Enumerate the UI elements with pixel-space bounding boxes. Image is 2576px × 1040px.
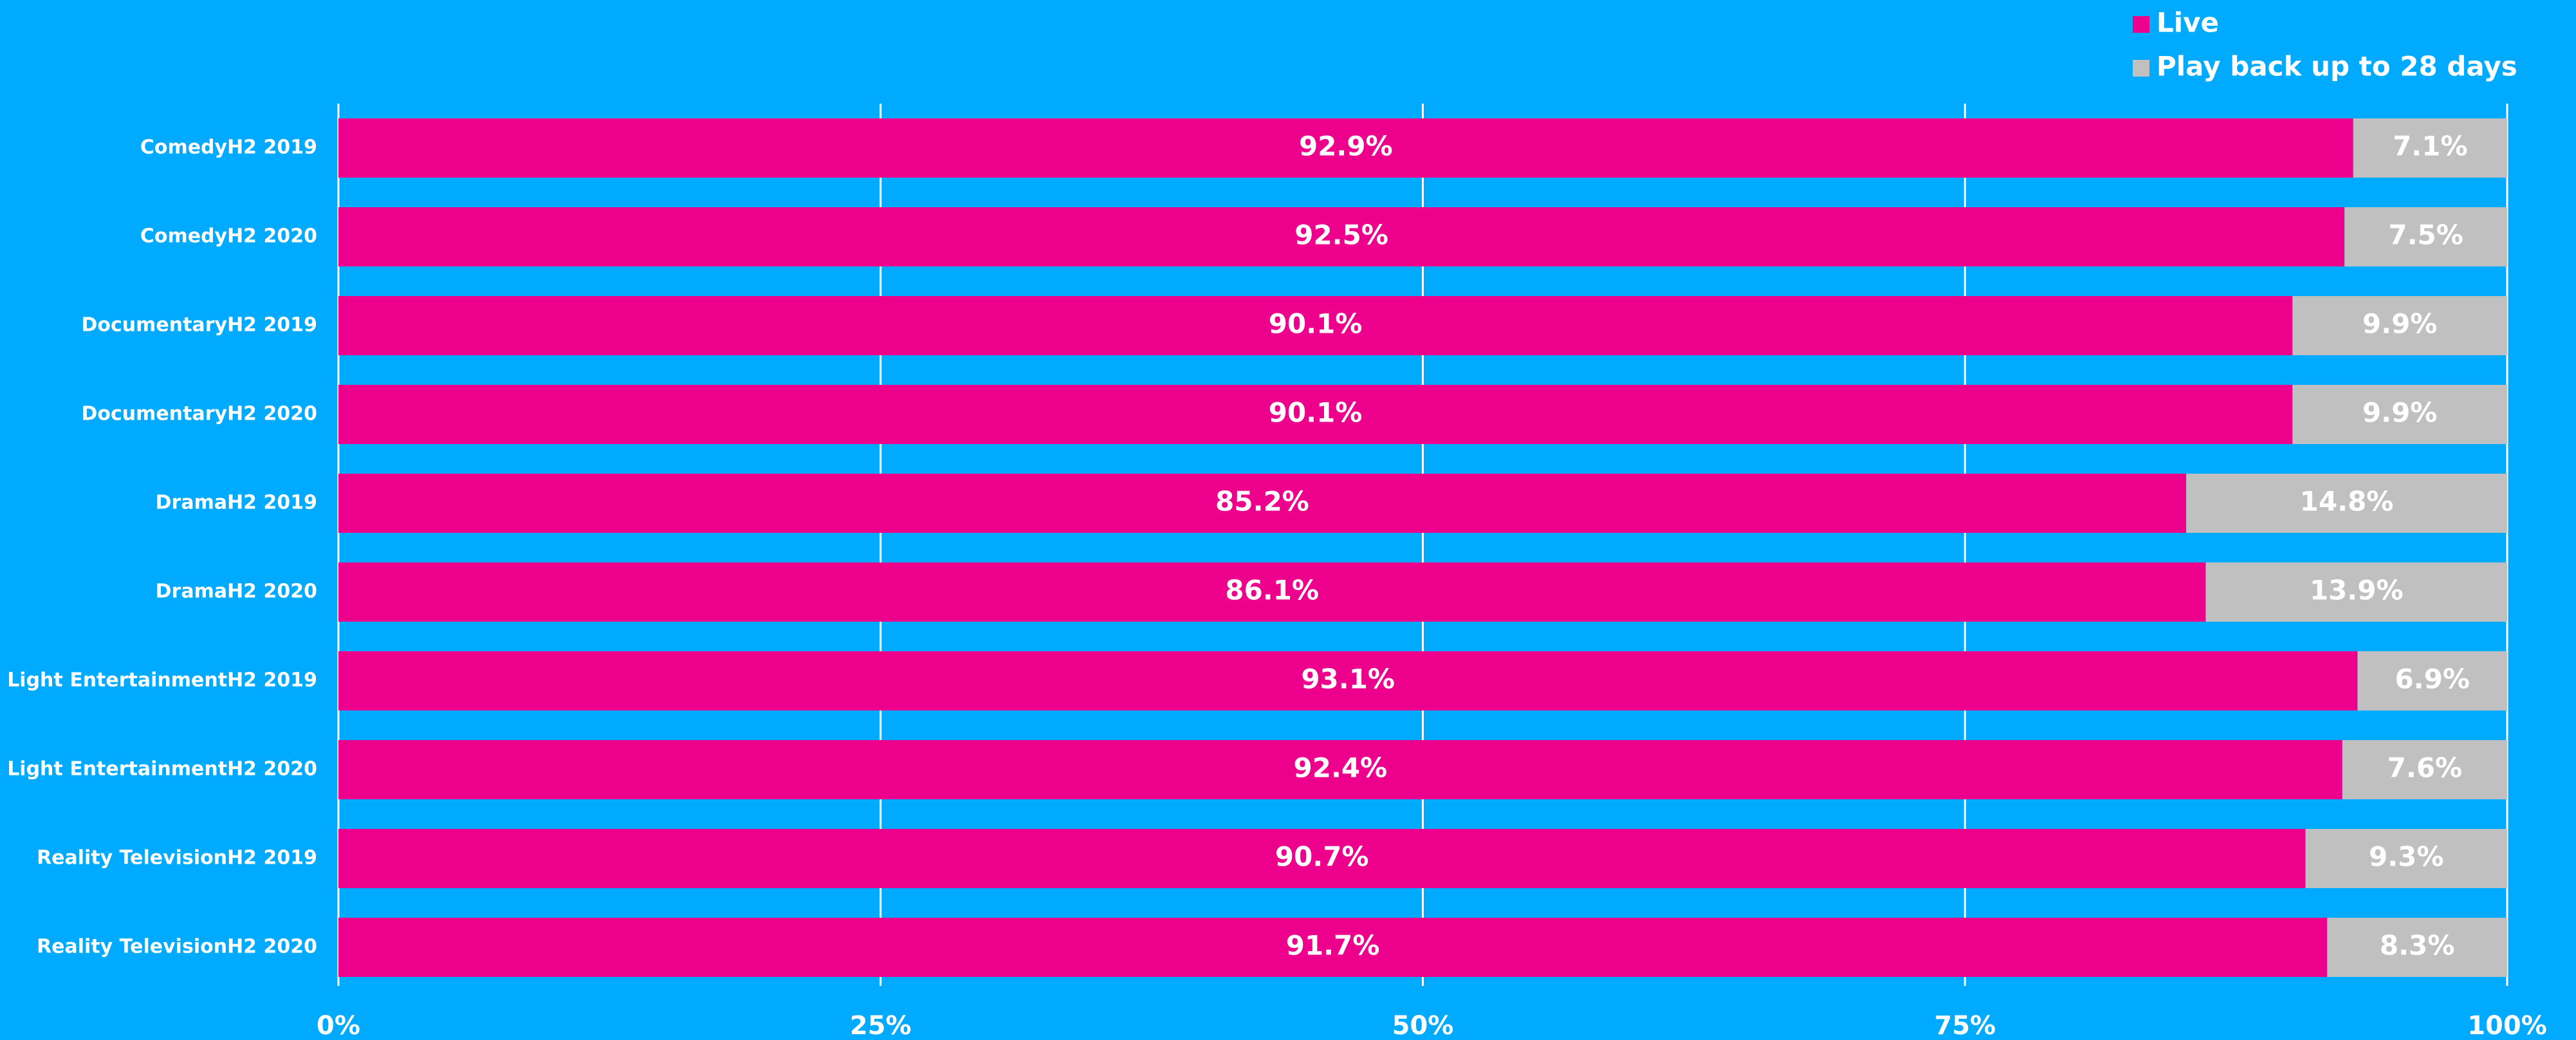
y-tick-label: ComedyH2 2019 (140, 136, 317, 159)
x-tick-label: 100% (2467, 1011, 2547, 1040)
data-label: 86.1% (1225, 575, 1319, 606)
data-label: 14.8% (2300, 486, 2394, 517)
bar-segment (338, 118, 2353, 178)
bar-segment (2292, 385, 2507, 444)
data-label: 7.5% (2388, 219, 2463, 251)
data-label: 7.1% (2393, 131, 2467, 162)
data-label: 91.7% (1286, 930, 1380, 961)
data-label: 90.1% (1269, 397, 1363, 429)
bar-segment (338, 829, 2306, 888)
x-tick-label: 50% (1392, 1011, 1454, 1040)
y-tick-label: ComedyH2 2020 (140, 225, 317, 248)
x-tick-label: 25% (850, 1011, 912, 1040)
bar-segment (2186, 474, 2507, 533)
y-tick-label: Reality TelevisionH2 2019 (37, 847, 317, 869)
data-label: 7.6% (2387, 752, 2462, 784)
y-tick-label: DramaH2 2019 (156, 492, 317, 514)
legend-swatch (2133, 60, 2149, 77)
bar-segment (2342, 740, 2507, 799)
data-label: 90.7% (1275, 841, 1369, 873)
y-tick-label: DramaH2 2020 (156, 580, 317, 603)
bar-segment (2344, 207, 2507, 266)
legend-swatch (2133, 16, 2149, 33)
data-label: 92.9% (1299, 131, 1393, 162)
bar-segment (2292, 296, 2507, 355)
legend-label: Live (2157, 7, 2219, 39)
data-label: 93.1% (1301, 664, 1395, 695)
bar-segment (338, 385, 2293, 444)
data-label: 8.3% (2380, 930, 2454, 961)
bar-segment (338, 562, 2206, 622)
y-tick-label: DocumentaryH2 2019 (82, 314, 317, 337)
x-tick-label: 0% (317, 1011, 360, 1040)
data-label: 9.3% (2369, 841, 2443, 873)
bar-segment (338, 474, 2187, 533)
data-label: 92.5% (1294, 219, 1388, 251)
bar-segment (2353, 118, 2507, 178)
y-tick-label: Light EntertainmentH2 2019 (7, 669, 317, 692)
data-label: 85.2% (1215, 486, 1309, 517)
bar-segment (2305, 829, 2507, 888)
y-tick-label: Reality TelevisionH2 2020 (37, 936, 317, 958)
data-label: 9.9% (2362, 308, 2437, 340)
data-label: 90.1% (1269, 308, 1363, 340)
y-tick-label: Light EntertainmentH2 2020 (7, 758, 317, 781)
data-label: 13.9% (2310, 575, 2404, 606)
bar-segment (338, 296, 2293, 355)
bar-segment (2357, 651, 2507, 710)
bar-segment (338, 207, 2345, 266)
data-label: 92.4% (1294, 752, 1388, 784)
legend-label: Play back up to 28 days (2157, 51, 2517, 82)
bar-segment (2205, 562, 2507, 622)
bar-segment (338, 651, 2358, 710)
data-label: 6.9% (2395, 664, 2469, 695)
y-tick-label: DocumentaryH2 2020 (82, 403, 317, 425)
bar-segment (338, 918, 2328, 977)
x-tick-label: 75% (1934, 1011, 1996, 1040)
data-label: 9.9% (2362, 397, 2437, 429)
bar-segment (338, 740, 2342, 799)
bar-segment (2327, 918, 2507, 977)
